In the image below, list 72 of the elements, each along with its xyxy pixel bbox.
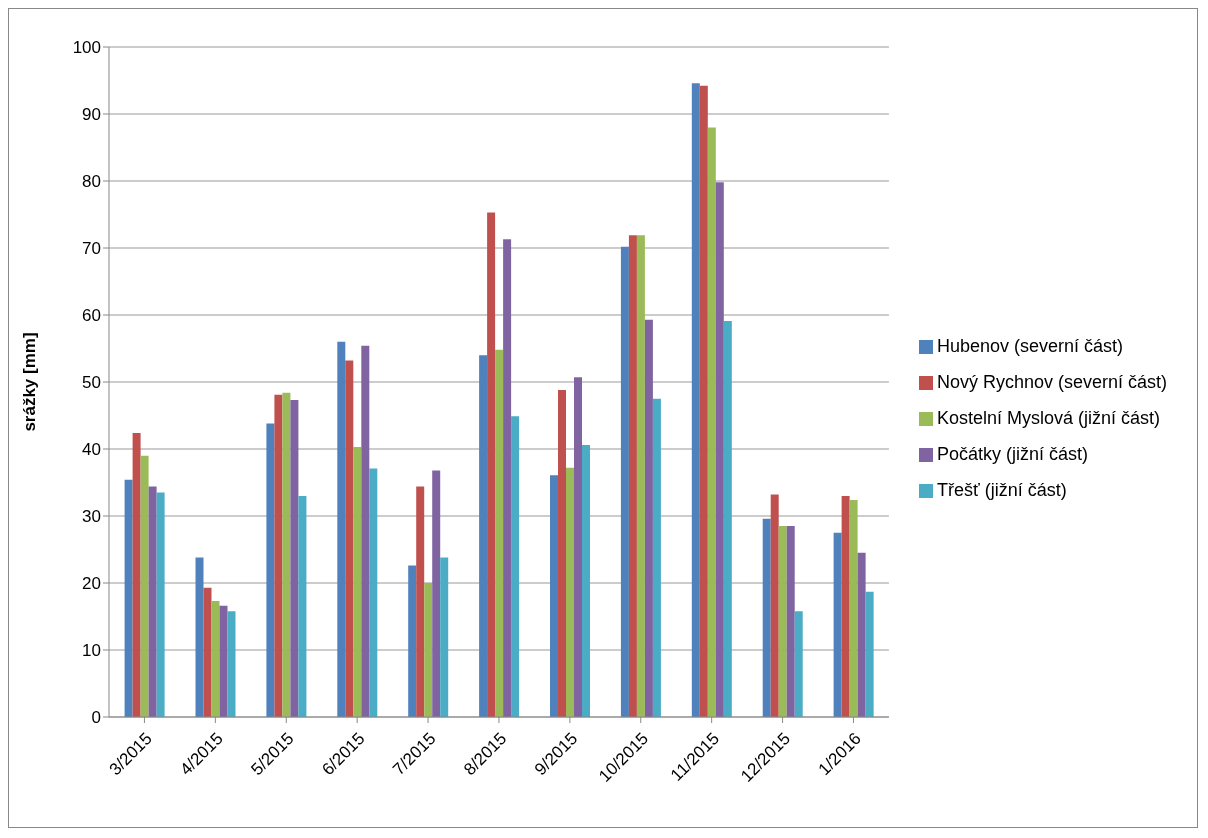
y-tick-label: 100 bbox=[72, 38, 101, 58]
bar bbox=[620, 246, 629, 717]
bar bbox=[274, 394, 283, 717]
bar bbox=[432, 470, 441, 717]
bar bbox=[479, 355, 488, 717]
bar bbox=[345, 360, 354, 717]
legend-label: Třešť (jižní část) bbox=[936, 480, 1067, 500]
bar bbox=[574, 377, 583, 717]
bar bbox=[211, 601, 220, 717]
bar bbox=[416, 486, 425, 717]
bar bbox=[148, 486, 157, 717]
bar bbox=[298, 495, 307, 717]
bar bbox=[644, 319, 653, 717]
bar bbox=[715, 182, 724, 717]
bar bbox=[762, 518, 771, 717]
bar bbox=[786, 526, 795, 717]
bar bbox=[495, 349, 504, 717]
bar bbox=[440, 557, 449, 717]
bar bbox=[156, 492, 165, 717]
bar bbox=[723, 321, 732, 717]
legend-label: Kostelní Myslová (jižní část) bbox=[936, 408, 1160, 428]
bar bbox=[691, 83, 700, 717]
bar bbox=[511, 416, 520, 717]
bar bbox=[424, 583, 433, 717]
bar bbox=[566, 467, 575, 717]
bar bbox=[833, 532, 842, 717]
y-tick-label: 90 bbox=[82, 105, 101, 125]
bar bbox=[353, 446, 362, 717]
bar bbox=[219, 605, 228, 717]
bar bbox=[195, 557, 204, 717]
legend-label: Počátky (jižní část) bbox=[936, 444, 1088, 464]
bar bbox=[408, 565, 417, 717]
bar bbox=[132, 432, 141, 717]
bar bbox=[636, 235, 645, 717]
y-tick-label: 30 bbox=[82, 507, 101, 527]
y-tick-label: 20 bbox=[82, 574, 101, 594]
legend-label: Nový Rychnov (severní část) bbox=[936, 372, 1167, 392]
y-tick-label: 50 bbox=[82, 373, 101, 393]
bar bbox=[778, 526, 787, 717]
y-tick-label: 60 bbox=[82, 306, 101, 326]
y-tick-label: 80 bbox=[82, 172, 101, 192]
bar bbox=[282, 392, 291, 717]
bar bbox=[652, 398, 661, 717]
bar bbox=[794, 611, 803, 717]
bar bbox=[369, 468, 378, 717]
bar bbox=[361, 345, 370, 717]
bar bbox=[849, 499, 858, 717]
bar bbox=[857, 552, 866, 717]
y-tick-label: 0 bbox=[91, 708, 101, 728]
bar bbox=[628, 235, 637, 717]
bar bbox=[290, 400, 299, 717]
bar bbox=[140, 455, 149, 717]
y-tick-label: 40 bbox=[82, 440, 101, 460]
bar bbox=[266, 423, 275, 717]
y-axis-title: srážky [mm] bbox=[20, 332, 40, 432]
bar bbox=[503, 239, 512, 717]
bar bbox=[487, 212, 496, 717]
bar bbox=[558, 390, 567, 717]
bar bbox=[550, 475, 559, 717]
bar bbox=[582, 444, 591, 717]
bar bbox=[865, 591, 874, 717]
bar bbox=[337, 341, 346, 717]
bar bbox=[124, 479, 133, 717]
bar bbox=[203, 587, 212, 717]
bar bbox=[841, 495, 850, 717]
bar bbox=[699, 85, 708, 717]
y-tick-label: 70 bbox=[82, 239, 101, 259]
legend-label: Hubenov (severní část) bbox=[936, 336, 1124, 356]
bar bbox=[707, 127, 716, 717]
y-tick-label: 10 bbox=[82, 641, 101, 661]
bar bbox=[227, 611, 236, 717]
bar bbox=[770, 494, 779, 717]
